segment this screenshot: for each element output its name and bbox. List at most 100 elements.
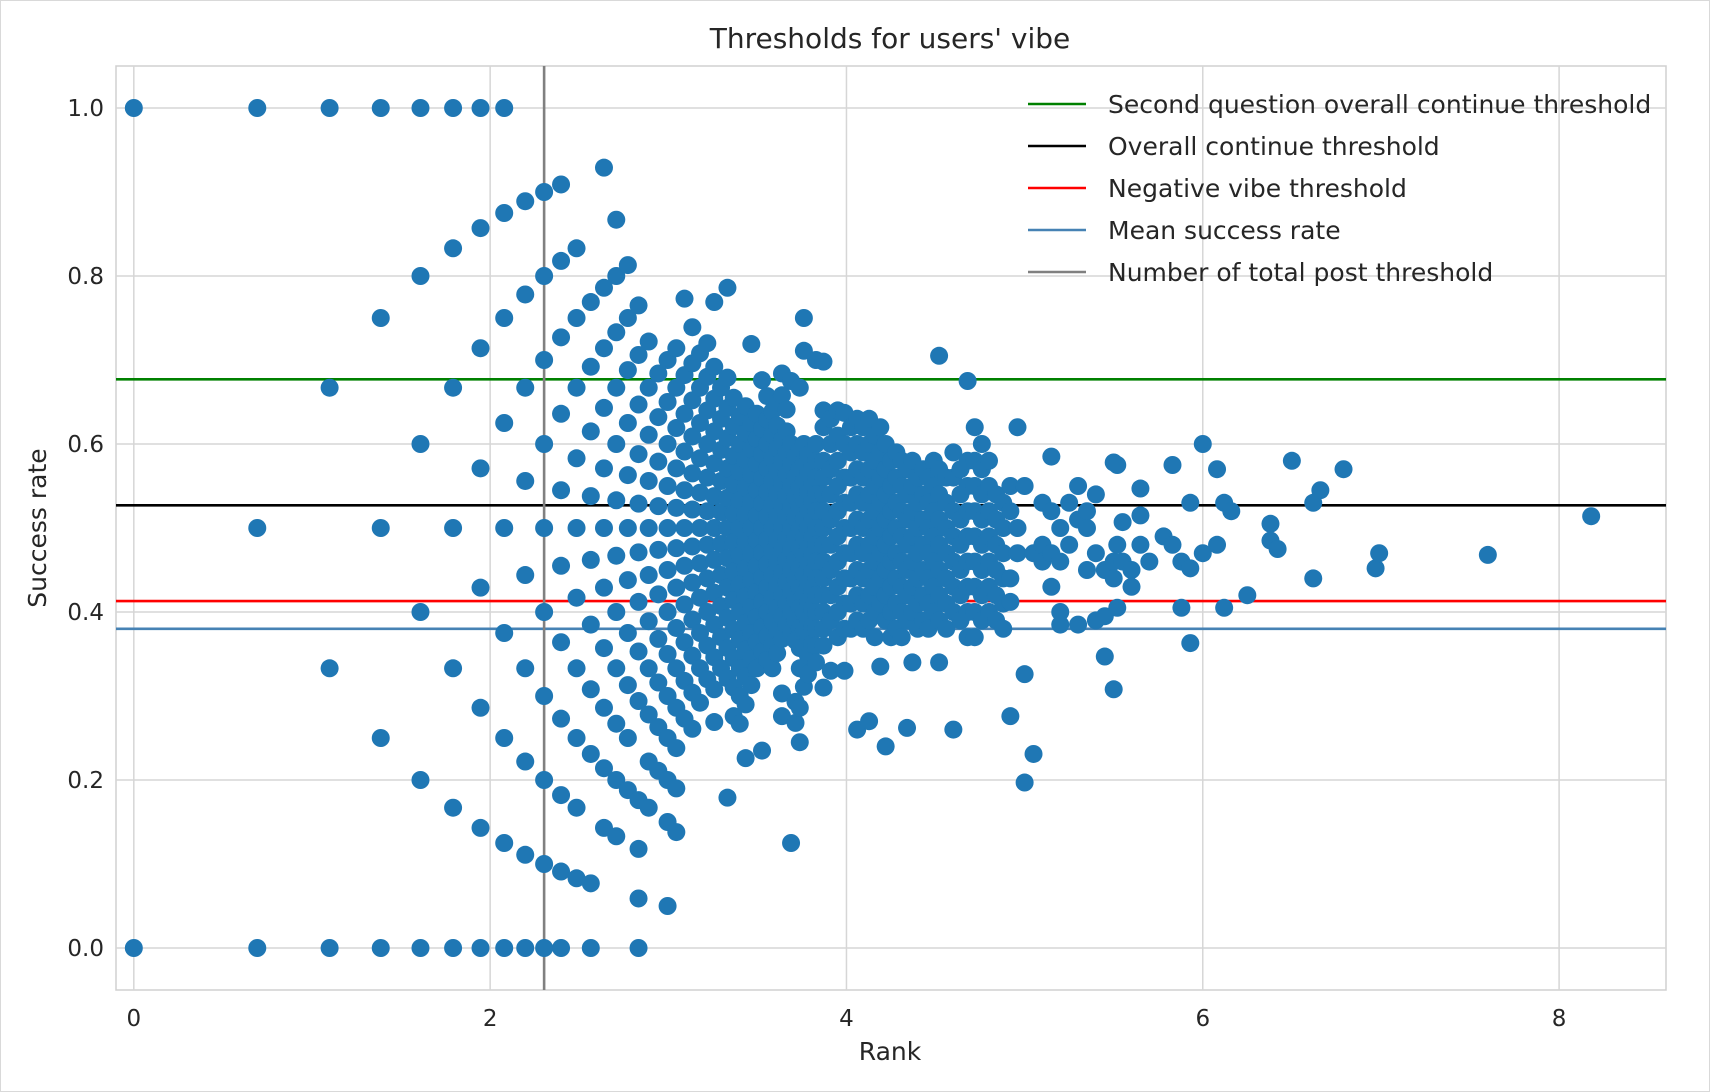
legend: Second question overall continue thresho… — [1028, 90, 1651, 287]
data-point — [658, 393, 677, 411]
data-point — [594, 519, 613, 537]
data-point — [675, 481, 694, 500]
data-point — [618, 571, 637, 590]
y-tick-label: 0.4 — [67, 600, 104, 626]
data-point — [1193, 544, 1212, 563]
data-point — [1008, 519, 1027, 537]
data-point — [658, 561, 677, 579]
data-point — [516, 566, 535, 585]
data-point — [618, 414, 637, 432]
legend-entry: Overall continue threshold — [1108, 132, 1440, 161]
data-point — [772, 684, 791, 703]
data-point — [1163, 456, 1182, 474]
data-point — [639, 425, 658, 444]
data-point — [371, 99, 390, 117]
data-point — [607, 827, 626, 846]
data-point — [495, 309, 514, 327]
data-point — [742, 676, 761, 695]
data-point — [371, 939, 390, 957]
data-point — [782, 834, 801, 852]
data-point — [790, 733, 809, 752]
data-point — [320, 939, 339, 957]
data-point — [618, 256, 637, 275]
data-point — [649, 364, 668, 383]
data-point — [1077, 519, 1096, 537]
legend-entry: Mean success rate — [1108, 216, 1341, 245]
data-point — [607, 714, 626, 733]
y-tick-label: 0.8 — [67, 264, 104, 290]
data-point — [124, 99, 143, 117]
y-axis-label: Success rate — [23, 448, 52, 607]
y-tick-label: 1.0 — [67, 96, 104, 122]
data-point — [581, 680, 600, 699]
data-point — [691, 519, 710, 537]
data-point — [607, 267, 626, 285]
data-point — [683, 427, 702, 446]
data-point — [495, 204, 514, 222]
data-point — [516, 192, 535, 211]
data-point — [607, 491, 626, 510]
data-point — [1113, 513, 1132, 532]
data-point — [753, 741, 772, 760]
data-point — [649, 452, 668, 471]
data-point — [567, 588, 586, 607]
data-point — [607, 603, 626, 621]
data-point — [705, 487, 724, 506]
data-point — [1282, 451, 1301, 470]
data-point — [639, 378, 658, 397]
data-point — [516, 845, 535, 864]
data-point — [667, 779, 686, 798]
data-point — [683, 610, 702, 629]
data-point — [930, 653, 949, 672]
data-point — [667, 339, 686, 358]
data-point — [444, 939, 463, 957]
data-point — [639, 471, 658, 490]
data-point — [1086, 544, 1105, 563]
legend-entry: Second question overall continue thresho… — [1108, 90, 1651, 119]
data-point — [629, 296, 648, 315]
data-point — [629, 395, 648, 414]
data-point — [898, 718, 917, 737]
data-point — [552, 786, 571, 805]
data-point — [639, 659, 658, 678]
data-point — [607, 323, 626, 342]
data-point — [495, 834, 514, 852]
data-point — [567, 449, 586, 468]
data-point — [1015, 665, 1034, 684]
data-point — [683, 573, 702, 592]
data-point — [1086, 485, 1105, 504]
data-point — [618, 466, 637, 485]
data-point — [1060, 535, 1079, 554]
data-point — [618, 729, 637, 747]
data-point — [1334, 460, 1353, 479]
data-point — [535, 519, 554, 537]
data-point — [567, 869, 586, 888]
data-point — [411, 267, 430, 285]
data-point — [1370, 544, 1389, 563]
data-point — [444, 239, 463, 258]
data-point — [994, 519, 1013, 537]
data-point — [1008, 418, 1027, 437]
data-point — [675, 633, 694, 652]
data-point — [1108, 598, 1127, 617]
data-point — [471, 459, 490, 478]
data-point — [535, 939, 554, 957]
data-point — [618, 309, 637, 327]
data-point — [567, 239, 586, 258]
data-point — [1069, 615, 1088, 634]
data-point — [806, 435, 825, 453]
data-point — [1582, 507, 1601, 526]
data-point — [965, 628, 984, 647]
data-point — [691, 693, 710, 712]
data-point — [516, 285, 535, 304]
data-point — [320, 378, 339, 397]
data-point — [772, 707, 791, 726]
data-point — [618, 361, 637, 380]
data-point — [1140, 552, 1159, 571]
data-point — [736, 749, 755, 768]
data-point — [1069, 477, 1088, 495]
data-point — [1131, 479, 1150, 498]
data-point — [944, 443, 963, 462]
data-point — [411, 603, 430, 621]
